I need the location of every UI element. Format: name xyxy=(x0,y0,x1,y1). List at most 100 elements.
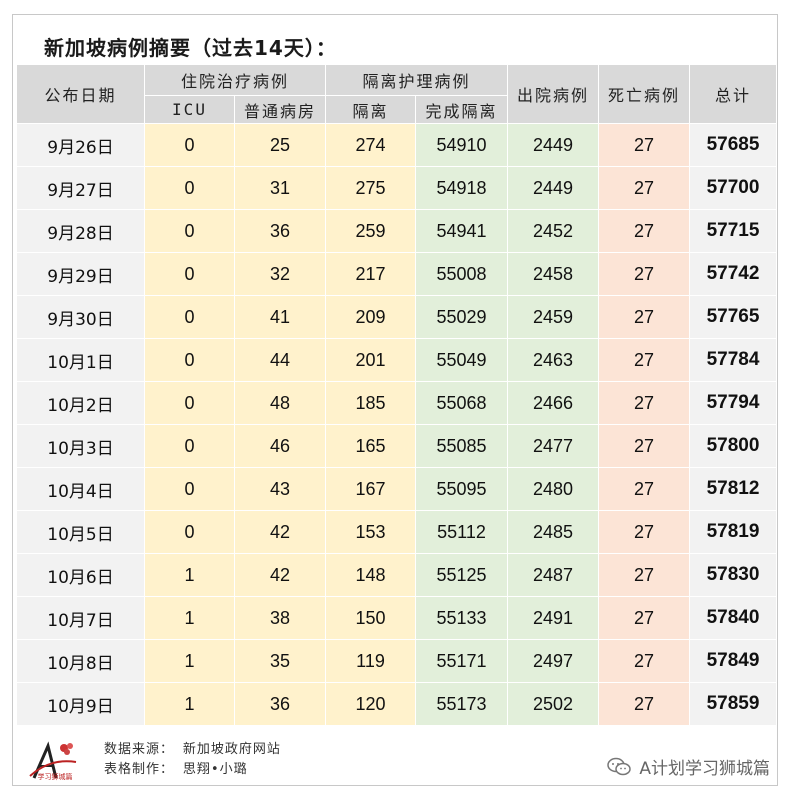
cell-date: 9月27日 xyxy=(16,166,145,210)
cell-ward: 32 xyxy=(233,252,327,296)
table-row: 10月4日 0 43 167 55095 2480 27 57812 xyxy=(16,467,778,511)
cell-date: 10月4日 xyxy=(16,467,145,511)
cell-total: 57794 xyxy=(689,381,778,425)
cell-disc: 2449 xyxy=(507,166,600,210)
logo-text: 学习狮城篇 xyxy=(37,773,73,781)
cell-done: 55029 xyxy=(415,295,509,339)
cell-icu: 0 xyxy=(144,424,235,468)
cell-disc: 2452 xyxy=(507,209,600,253)
table-row: 10月3日 0 46 165 55085 2477 27 57800 xyxy=(16,424,778,468)
cell-death: 27 xyxy=(598,467,691,511)
cell-date: 10月9日 xyxy=(16,682,145,726)
header-completed-isolation: 完成隔离 xyxy=(415,95,509,124)
header-deaths: 死亡病例 xyxy=(598,64,691,124)
cell-date: 9月29日 xyxy=(16,252,145,296)
cell-icu: 1 xyxy=(144,596,235,640)
cell-icu: 0 xyxy=(144,295,235,339)
cell-death: 27 xyxy=(598,639,691,683)
table-row: 9月29日 0 32 217 55008 2458 27 57742 xyxy=(16,252,778,296)
cell-total: 57840 xyxy=(689,596,778,640)
table-row: 9月30日 0 41 209 55029 2459 27 57765 xyxy=(16,295,778,339)
cell-death: 27 xyxy=(598,682,691,726)
cell-ward: 36 xyxy=(233,682,327,726)
cell-disc: 2463 xyxy=(507,338,600,382)
cell-total: 57812 xyxy=(689,467,778,511)
cell-ward: 46 xyxy=(233,424,327,468)
cell-death: 27 xyxy=(598,381,691,425)
cell-iso: 120 xyxy=(325,682,417,726)
cell-done: 55173 xyxy=(415,682,509,726)
cell-iso: 185 xyxy=(325,381,417,425)
cell-ward: 43 xyxy=(233,467,327,511)
cell-iso: 209 xyxy=(325,295,417,339)
cell-ward: 25 xyxy=(233,123,327,167)
cell-done: 54910 xyxy=(415,123,509,167)
cell-disc: 2485 xyxy=(507,510,600,554)
cell-iso: 150 xyxy=(325,596,417,640)
cell-date: 10月8日 xyxy=(16,639,145,683)
cell-total: 57819 xyxy=(689,510,778,554)
wechat-icon xyxy=(607,757,632,777)
cell-done: 55095 xyxy=(415,467,509,511)
cell-done: 55125 xyxy=(415,553,509,597)
cell-total: 57765 xyxy=(689,295,778,339)
header-date: 公布日期 xyxy=(16,64,145,124)
cell-total: 57700 xyxy=(689,166,778,210)
cell-icu: 0 xyxy=(144,338,235,382)
cell-disc: 2480 xyxy=(507,467,600,511)
cell-ward: 38 xyxy=(233,596,327,640)
cell-disc: 2491 xyxy=(507,596,600,640)
cell-disc: 2449 xyxy=(507,123,600,167)
table-row: 9月27日 0 31 275 54918 2449 27 57700 xyxy=(16,166,778,210)
cell-icu: 0 xyxy=(144,467,235,511)
table-row: 9月26日 0 25 274 54910 2449 27 57685 xyxy=(16,123,778,167)
cell-disc: 2502 xyxy=(507,682,600,726)
cell-iso: 119 xyxy=(325,639,417,683)
table-row: 10月9日 1 36 120 55173 2502 27 57859 xyxy=(16,682,778,726)
cell-death: 27 xyxy=(598,166,691,210)
cell-disc: 2459 xyxy=(507,295,600,339)
cell-ward: 42 xyxy=(233,553,327,597)
cell-icu: 0 xyxy=(144,381,235,425)
cell-ward: 31 xyxy=(233,166,327,210)
cell-total: 57715 xyxy=(689,209,778,253)
cell-date: 10月5日 xyxy=(16,510,145,554)
cell-done: 55008 xyxy=(415,252,509,296)
cell-iso: 275 xyxy=(325,166,417,210)
cell-done: 55068 xyxy=(415,381,509,425)
cell-icu: 0 xyxy=(144,252,235,296)
cell-total: 57742 xyxy=(689,252,778,296)
cell-date: 9月28日 xyxy=(16,209,145,253)
cell-iso: 217 xyxy=(325,252,417,296)
table-body: 9月26日 0 25 274 54910 2449 27 57685 9月27日 0 31 275 54… xyxy=(16,123,778,726)
logo-a-icon xyxy=(26,740,82,786)
header-total: 总计 xyxy=(689,64,778,124)
cell-date: 10月1日 xyxy=(16,338,145,382)
footer: 数据来源： 新加坡政府网站 表格制作： 思翔•小璐 xyxy=(104,740,281,780)
cell-total: 57800 xyxy=(689,424,778,468)
cell-iso: 274 xyxy=(325,123,417,167)
header-isolation: 隔离 xyxy=(325,95,417,124)
cell-death: 27 xyxy=(598,295,691,339)
table-row: 10月7日 1 38 150 55133 2491 27 57840 xyxy=(16,596,778,640)
cell-disc: 2466 xyxy=(507,381,600,425)
table-row: 9月28日 0 36 259 54941 2452 27 57715 xyxy=(16,209,778,253)
cell-icu: 1 xyxy=(144,682,235,726)
cell-disc: 2458 xyxy=(507,252,600,296)
table-row: 10月2日 0 48 185 55068 2466 27 57794 xyxy=(16,381,778,425)
page-title: 新加坡病例摘要（过去14天）： xyxy=(44,36,337,60)
cell-death: 27 xyxy=(598,424,691,468)
cell-ward: 35 xyxy=(233,639,327,683)
header-isolation-group: 隔离护理病例 xyxy=(325,64,509,96)
header-general-ward: 普通病房 xyxy=(233,95,327,124)
cell-icu: 0 xyxy=(144,510,235,554)
cell-iso: 148 xyxy=(325,553,417,597)
header-icu: ICU xyxy=(144,95,235,124)
cell-icu: 0 xyxy=(144,123,235,167)
cell-done: 54918 xyxy=(415,166,509,210)
cell-done: 54941 xyxy=(415,209,509,253)
cell-ward: 41 xyxy=(233,295,327,339)
cell-total: 57784 xyxy=(689,338,778,382)
cell-death: 27 xyxy=(598,596,691,640)
cell-disc: 2497 xyxy=(507,639,600,683)
